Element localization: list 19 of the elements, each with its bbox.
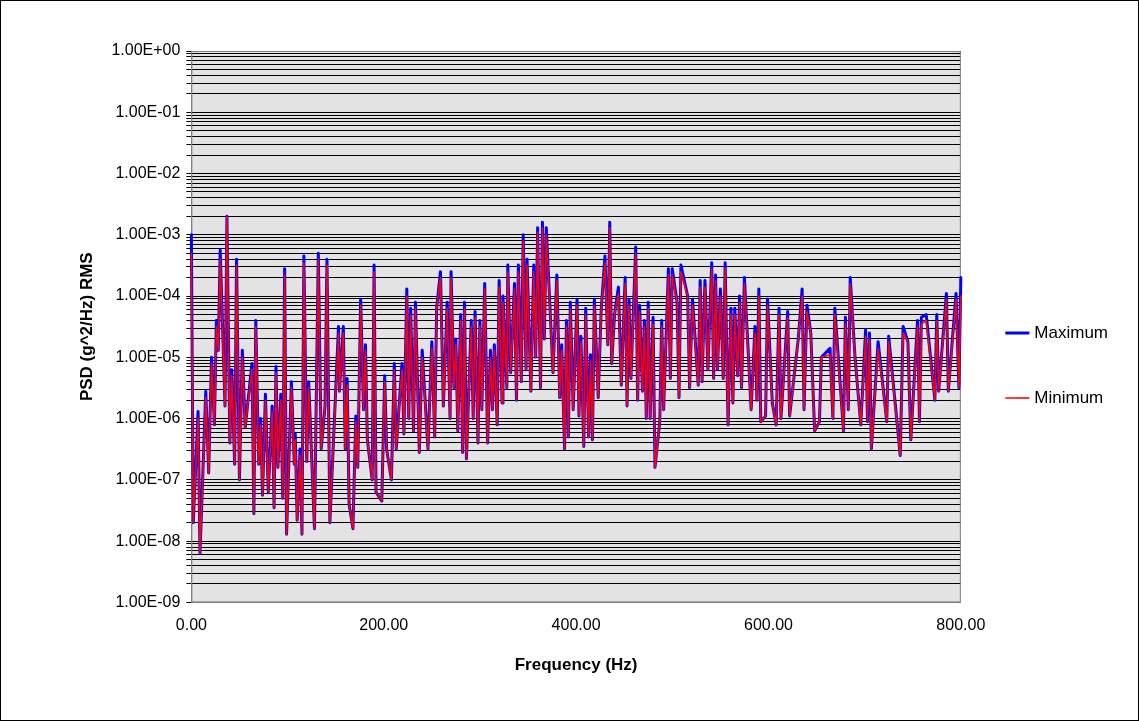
y-tick-label: 1.00E-01 xyxy=(115,102,181,120)
y-tick-label: 1.00E-03 xyxy=(115,225,181,243)
legend-label: Maximum xyxy=(1034,322,1108,342)
x-tick-label: 0.00 xyxy=(175,616,208,634)
legend-label: Minimum xyxy=(1034,387,1104,407)
y-tick-label: 1.00E-09 xyxy=(115,592,181,610)
x-tick-label: 600.00 xyxy=(743,616,794,634)
y-tick-label: 1.00E+00 xyxy=(111,41,181,59)
x-tick-label: 800.00 xyxy=(936,616,986,634)
y-tick-label: 1.00E-08 xyxy=(115,531,181,549)
y-tick-label: 1.00E-06 xyxy=(115,409,181,427)
y-tick-label: 1.00E-05 xyxy=(115,347,181,365)
y-tick-label: 1.00E-07 xyxy=(115,470,181,488)
x-tick-label: 400.00 xyxy=(551,616,601,634)
y-tick-label: 1.00E-04 xyxy=(115,286,181,304)
x-tick-label: 200.00 xyxy=(359,616,409,634)
y-axis-title: PSD (g^2/Hz) RMS xyxy=(76,252,96,402)
x-axis-title: Frequency (Hz) xyxy=(514,655,638,675)
y-tick-label: 1.00E-02 xyxy=(115,163,181,181)
